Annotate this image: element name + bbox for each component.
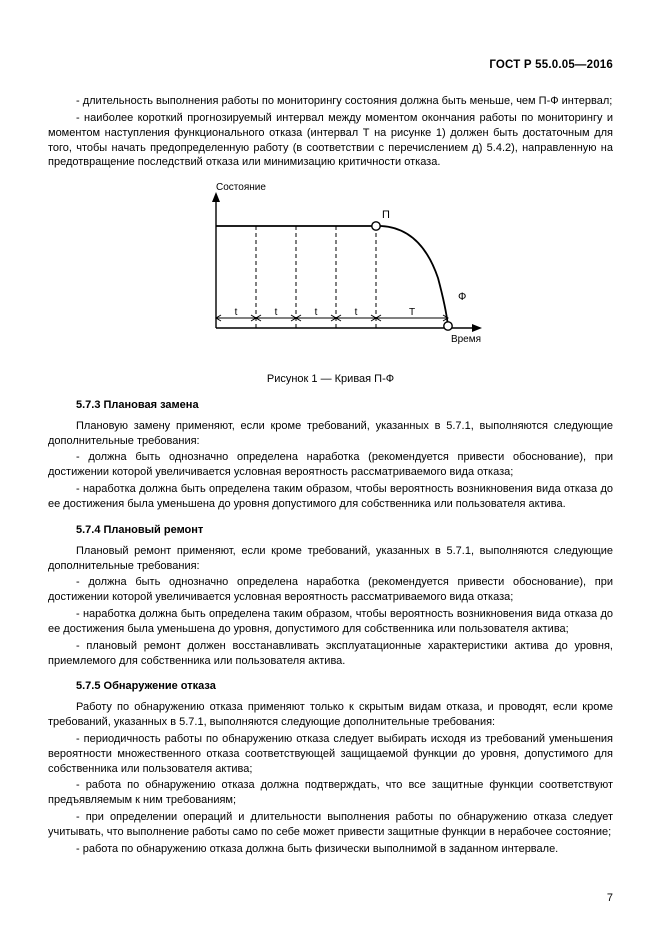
s574-p2: - должна быть однозначно определена нара… [48, 575, 613, 605]
heading-574: 5.7.4 Плановый ремонт [48, 523, 613, 538]
figure-caption: Рисунок 1 — Кривая П-Ф [48, 372, 613, 387]
t-label-4: t [354, 307, 357, 318]
content-body: - длительность выполнения работы по мони… [48, 94, 613, 857]
page: ГОСТ Р 55.0.05—2016 - длительность выпол… [0, 0, 661, 936]
document-reference: ГОСТ Р 55.0.05—2016 [489, 58, 613, 74]
s574-p3: - наработка должна быть определена таким… [48, 607, 613, 637]
heading-575: 5.7.5 Обнаружение отказа [48, 679, 613, 694]
intro-bullet-2: - наиболее короткий прогнозируемый интер… [48, 111, 613, 170]
s575-p2: - периодичность работы по обнаружению от… [48, 732, 613, 777]
s573-p1: Плановую замену применяют, если кроме тр… [48, 419, 613, 449]
s575-p5: - работа по обнаружению отказа должна бы… [48, 842, 613, 857]
s574-p1: Плановый ремонт применяют, если кроме тр… [48, 544, 613, 574]
heading-573: 5.7.3 Плановая замена [48, 398, 613, 413]
pf-curve-svg: Состояние Время П Ф t t t t T [166, 178, 496, 353]
intro-bullet-1: - длительность выполнения работы по мони… [48, 94, 613, 109]
x-axis-label: Время [450, 334, 480, 345]
s575-p1: Работу по обнаружению отказа применяют т… [48, 700, 613, 730]
point-f-label: Ф [458, 291, 466, 303]
page-number: 7 [607, 891, 613, 906]
t-label-2: t [274, 307, 277, 318]
point-p-label: П [382, 209, 390, 221]
y-axis-label: Состояние [216, 182, 266, 193]
t-label-1: t [234, 307, 237, 318]
big-t-label: T [408, 307, 414, 318]
figure-pf-curve: Состояние Время П Ф t t t t T Рисунок 1 … [48, 178, 613, 387]
s573-p3: - наработка должна быть определена таким… [48, 482, 613, 512]
s573-p2: - должна быть однозначно определена нара… [48, 450, 613, 480]
s575-p4: - при определении операций и длительност… [48, 810, 613, 840]
s575-p3: - работа по обнаружению отказа должна по… [48, 778, 613, 808]
s574-p4: - плановый ремонт должен восстанавливать… [48, 639, 613, 669]
t-label-3: t [314, 307, 317, 318]
